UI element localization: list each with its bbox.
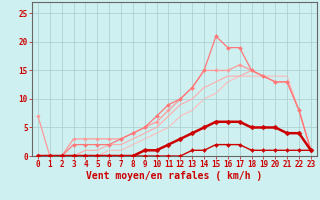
X-axis label: Vent moyen/en rafales ( km/h ): Vent moyen/en rafales ( km/h ): [86, 171, 262, 181]
